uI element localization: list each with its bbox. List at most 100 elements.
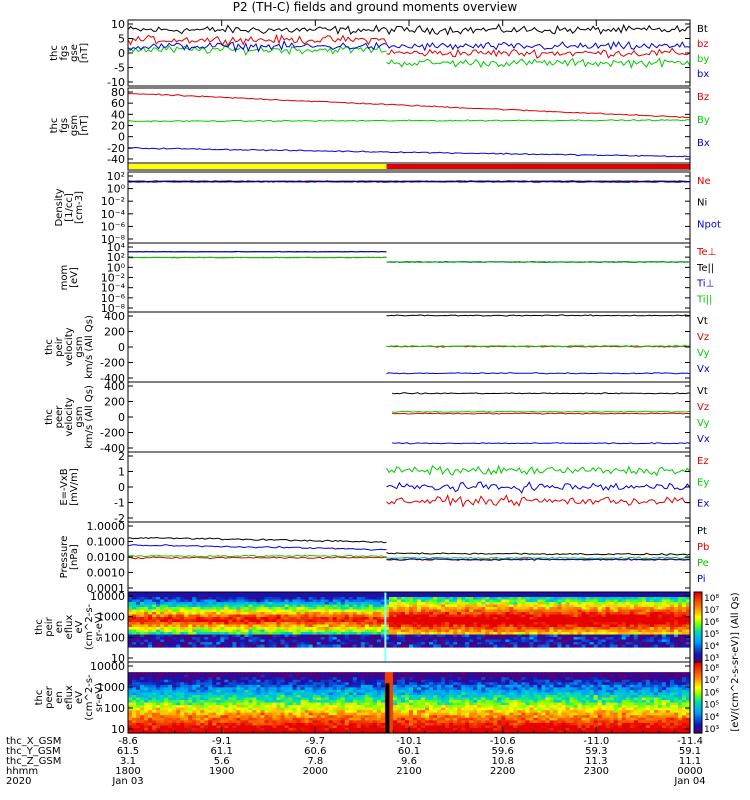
colorbar-cell (694, 644, 702, 647)
colorbar-cell (694, 641, 702, 644)
legend-Bz: Bz (697, 92, 709, 103)
colorbar-cell (694, 651, 702, 654)
y-tick-label: 1 (118, 466, 125, 479)
colorbar-cell (694, 653, 702, 656)
colorbar-cell (694, 618, 702, 621)
colorbar-cell (694, 635, 702, 639)
y-axis-label: [eV] (69, 267, 80, 288)
colorbar-cell (694, 695, 702, 699)
x-row-label: thc_Z_GSM (6, 756, 61, 767)
x-tick-value: 2100 (396, 766, 421, 777)
y-axis-label: (cm^2-s- (84, 603, 95, 650)
y-tick-label: -1 (114, 497, 125, 510)
x-tick-value: 2000 (303, 766, 328, 777)
colorbar-cell (694, 632, 702, 635)
y-tick-label: -40 (107, 153, 125, 166)
legend-Ez: Ez (697, 456, 709, 467)
peer-spec-gap (385, 683, 390, 733)
colorbar-cell (694, 665, 702, 668)
colorbar-cell (694, 593, 702, 597)
x-tick-value: 3.1 (120, 756, 136, 767)
legend-Vz: Vz (697, 402, 709, 413)
colorbar-cell (694, 727, 702, 731)
y-tick-label: -5 (114, 62, 125, 75)
series-line-Pi (127, 544, 387, 551)
colorbar-cell (694, 616, 702, 619)
y-tick-label: -2 (114, 512, 125, 525)
y-tick-label: 10⁰ (107, 183, 126, 196)
y-tick-label: 10⁻² (101, 195, 125, 208)
y-axis-label: mom (59, 265, 70, 291)
colorbar-cell (694, 693, 702, 697)
legend-Vt: Vt (697, 316, 708, 327)
y-axis-label: velocity (64, 397, 75, 436)
colorbar-cell (694, 681, 702, 684)
colorbar-cell (694, 613, 702, 616)
x-tick-value: 10.8 (492, 756, 514, 767)
colorbar-cell (694, 609, 702, 612)
legend-Te⊥: Te⊥ (696, 247, 716, 258)
series-line-Pt (386, 552, 691, 556)
y-tick-label: 10⁰ (107, 261, 126, 274)
legend-Vx: Vx (697, 364, 710, 375)
legend-Vy: Vy (697, 348, 710, 359)
y-axis-label: [nT] (79, 115, 90, 135)
series-line-Ti|| (386, 261, 691, 263)
colorbar-cell (694, 674, 702, 677)
legend-Vz: Vz (697, 332, 709, 343)
colorbar-cell (694, 625, 702, 628)
colorbar-tick-label: 10⁶ (704, 618, 719, 628)
y-axis-label: en (54, 621, 65, 634)
y-tick-label: 10000 (90, 590, 125, 603)
y-tick-label: 0 (118, 47, 125, 60)
y-tick-label: -400 (100, 372, 125, 385)
x-tick-value: 59.6 (492, 746, 514, 757)
y-axis-label: [cm-3] (74, 191, 85, 224)
y-axis-label: km/s (All Qs) (84, 385, 95, 449)
y-axis-label: peer (44, 685, 55, 709)
y-tick-label: -200 (100, 357, 125, 370)
y-axis-label: km/s (All Qs) (84, 315, 95, 379)
legend-Pi: Pi (697, 574, 706, 585)
colorbar-cell (694, 646, 702, 649)
colorbar-tick-label: 10⁵ (704, 630, 719, 640)
colorbar-cell (694, 595, 702, 598)
y-axis-label: sr-eV) (94, 683, 105, 712)
series-line-by (127, 44, 387, 56)
legend-Vy: Vy (697, 418, 710, 429)
x-tick-value: -10.1 (396, 736, 422, 747)
x-tick-value: 61.5 (117, 746, 139, 757)
y-tick-label: 0 (118, 481, 125, 494)
series-line-Bx (127, 146, 691, 158)
colorbar-cell (694, 648, 702, 651)
x-tick-value: 2200 (490, 766, 515, 777)
colorbar-cell (694, 722, 702, 725)
x-tick-value: 59.1 (679, 746, 701, 757)
series-line-bz (386, 47, 691, 59)
x-tick-value: 1800 (115, 766, 140, 777)
y-tick-label: 10⁴ (107, 241, 126, 254)
y-tick-label: 10000 (90, 660, 125, 673)
x-row-label: thc_X_GSM (6, 736, 61, 747)
y-axis-label: [mV/m] (69, 468, 80, 506)
legend-Ey: Ey (697, 477, 709, 488)
y-tick-label: 10⁻² (101, 272, 125, 285)
region-bar-segment (386, 164, 690, 169)
colorbar-cell (694, 718, 702, 722)
y-axis-label: fgs (59, 45, 70, 60)
y-axis-label: peir (44, 616, 55, 636)
colorbar-cell (694, 725, 702, 729)
x-tick-value: 11.1 (679, 756, 701, 767)
series-line-bx (127, 39, 387, 53)
colorbar-cell (694, 731, 702, 734)
legend-Ne: Ne (697, 176, 711, 187)
x-tick-value: 60.1 (398, 746, 420, 757)
colorbar-tick-label: 10⁴ (704, 713, 719, 723)
colorbar-cell (694, 683, 702, 686)
colorbar-cell (694, 692, 702, 695)
y-axis-label: Pressure (59, 536, 70, 579)
colorbar-cell (694, 604, 702, 607)
y-tick-label: 0 (118, 341, 125, 354)
y-tick-label: 200 (104, 396, 125, 409)
series-line-Vy (386, 344, 690, 348)
